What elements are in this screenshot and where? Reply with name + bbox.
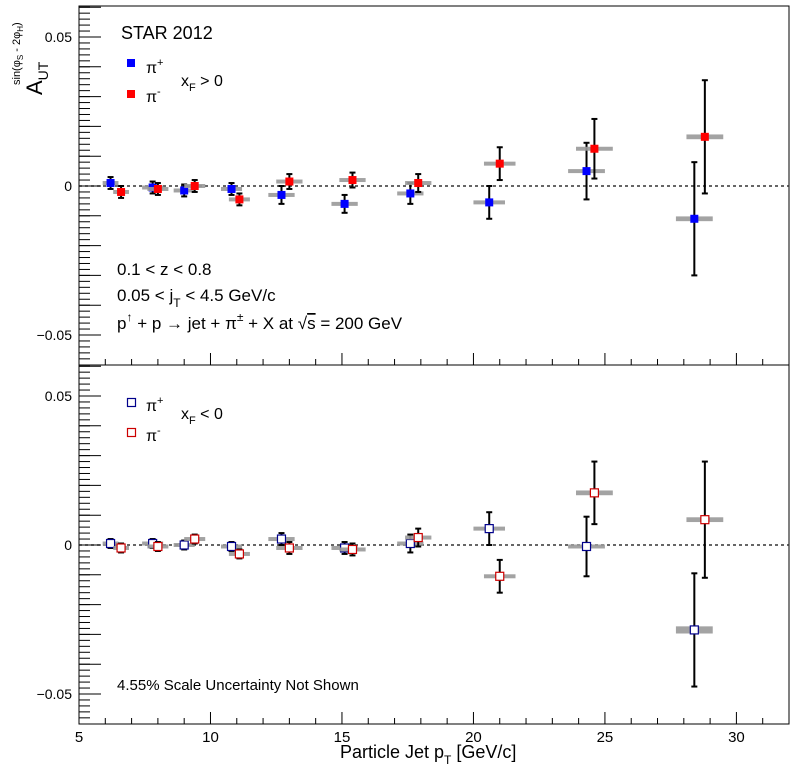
annotation-jt-range: 0.05 < jT < 4.5 GeV/c [117,286,276,310]
data-point [495,571,505,581]
data-point [153,184,162,193]
data-point [700,515,710,525]
y-tick-label: −0.05 [37,686,73,702]
legend-label-pi-minus-top: π- [146,86,161,106]
data-point [180,186,189,195]
data-point [406,189,415,198]
xf-condition-top: xF > 0 [181,73,223,94]
data-point [284,543,294,553]
legend-label-pi-plus-bottom: π+ [146,395,163,415]
data-point [153,541,163,552]
data-point [484,524,494,534]
y-axis-label: AUT sin(φS - 2φH) [11,22,51,95]
data-point [689,625,699,635]
data-point [106,179,115,188]
x-tick-label: 25 [597,729,614,746]
y-tick-label: 0 [64,178,72,194]
data-point [179,540,189,550]
data-point [190,182,199,190]
legend-marker-pi-minus-bottom [126,427,137,438]
data-point [495,159,504,168]
data-point [190,534,200,544]
series-top-pi-plus [102,141,713,277]
data-point [226,541,237,552]
y-tick-label: −0.05 [37,327,73,343]
tick-labels: 5 10 15 20 25 30 0.05 0 −0.05 0.05 0 −0.05 [37,29,745,746]
data-marks [102,79,724,688]
data-point [234,549,245,559]
data-point [340,199,349,208]
data-point [590,144,599,153]
scale-uncertainty-note: 4.55% Scale Uncertainty Not Shown [117,677,359,694]
data-point [700,132,709,141]
legend-label-pi-plus-top: π+ [146,57,163,77]
x-tick-label: 20 [465,729,482,746]
x-tick-label: 30 [728,729,745,746]
data-point [581,541,592,552]
x-tick-label: 15 [334,729,351,746]
legend-marker-pi-minus-top [127,90,135,98]
data-point [589,488,600,498]
x-tick-label: 10 [202,729,219,746]
data-point [235,195,244,204]
svg-text:sin(φS - 2φH): sin(φS - 2φH) [11,22,25,85]
data-point [690,214,699,223]
svg-text:AUT: AUT [22,61,51,95]
annotation-z-range: 0.1 < z < 0.8 [117,260,212,279]
data-point [277,190,286,199]
data-point [347,544,358,555]
legend-label-pi-minus-bottom: π- [146,425,161,445]
data-point [582,167,591,176]
data-point [405,538,415,549]
legend-marker-pi-plus-bottom [126,397,137,408]
data-point [413,532,423,543]
y-tick-label: 0 [64,537,72,553]
data-point [276,534,287,544]
series-bottom-pi-plus [102,511,713,688]
data-point [116,543,126,553]
series-top-pi-minus [113,79,724,207]
legend-marker-pi-plus-top [127,59,135,67]
annotation-reaction: p↑ + p → jet + π± + X at √s = 200 GeV [117,310,403,333]
xf-condition-bottom: xF < 0 [181,406,223,427]
data-point [227,184,236,193]
data-point [485,198,494,207]
series-bottom-pi-minus [113,460,724,594]
axes-ticks [78,6,790,724]
data-point [348,176,357,185]
x-tick-label: 5 [75,729,83,746]
data-point [105,538,116,549]
data-point [117,187,126,196]
y-tick-label: 0.05 [45,388,72,404]
y-tick-label: 0.05 [45,29,72,45]
chart-title: STAR 2012 [121,23,213,43]
x-axis-label: Particle Jet pT [GeV/c] [340,742,516,767]
data-point [414,179,423,188]
data-point [285,177,294,186]
